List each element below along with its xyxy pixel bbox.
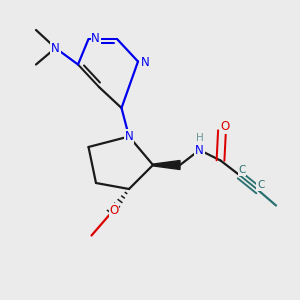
Text: H: H [196, 133, 203, 143]
Text: C: C [257, 180, 264, 190]
Text: O: O [110, 203, 118, 217]
Text: N: N [195, 143, 204, 157]
Text: N: N [91, 32, 100, 46]
Polygon shape [153, 160, 180, 169]
Text: N: N [124, 130, 134, 143]
Text: O: O [220, 120, 230, 134]
Text: C: C [238, 165, 246, 175]
Text: N: N [141, 56, 150, 69]
Text: N: N [51, 41, 60, 55]
